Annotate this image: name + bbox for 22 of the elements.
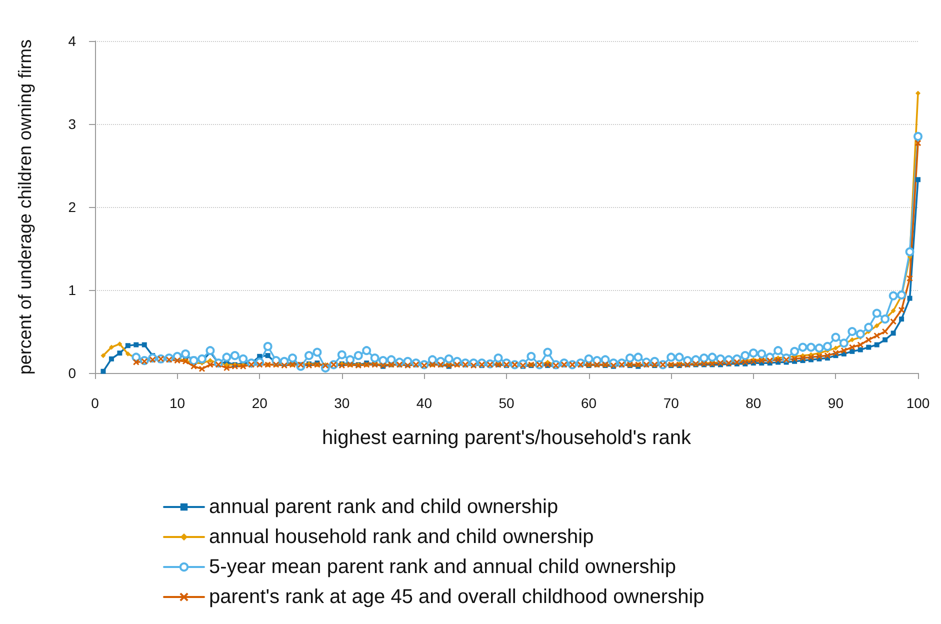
x-tick-label: 30 [334, 395, 350, 411]
y-tick-label: 3 [68, 116, 76, 132]
x-tick-label: 0 [91, 395, 100, 411]
x-tick-label: 20 [252, 395, 268, 411]
y-axis-title: percent of underage children owning firms [15, 39, 35, 375]
y-tick-label: 4 [68, 33, 76, 49]
x-tick-label: 40 [416, 395, 432, 411]
x-tick-label: 10 [170, 395, 186, 411]
y-tick-label: 1 [68, 282, 76, 298]
x-tick-label: 60 [581, 395, 597, 411]
y-tick-label: 0 [68, 365, 76, 381]
x-tick-label: 70 [663, 395, 680, 411]
legend-label: annual household rank and child ownership [209, 526, 594, 548]
legend-label: annual parent rank and child ownership [209, 496, 558, 518]
x-axis-title: highest earning parent's/household's rank [322, 427, 692, 449]
x-tick-label: 100 [906, 395, 930, 411]
x-tick-label: 90 [828, 395, 844, 411]
y-tick-label: 2 [68, 199, 76, 215]
x-tick-label: 80 [746, 395, 762, 411]
legend-label: parent's rank at age 45 and overall childhood ownership [209, 586, 704, 608]
x-tick-label: 50 [498, 395, 514, 411]
legend-label: 5-year mean parent rank and annual child ownership [209, 556, 676, 578]
